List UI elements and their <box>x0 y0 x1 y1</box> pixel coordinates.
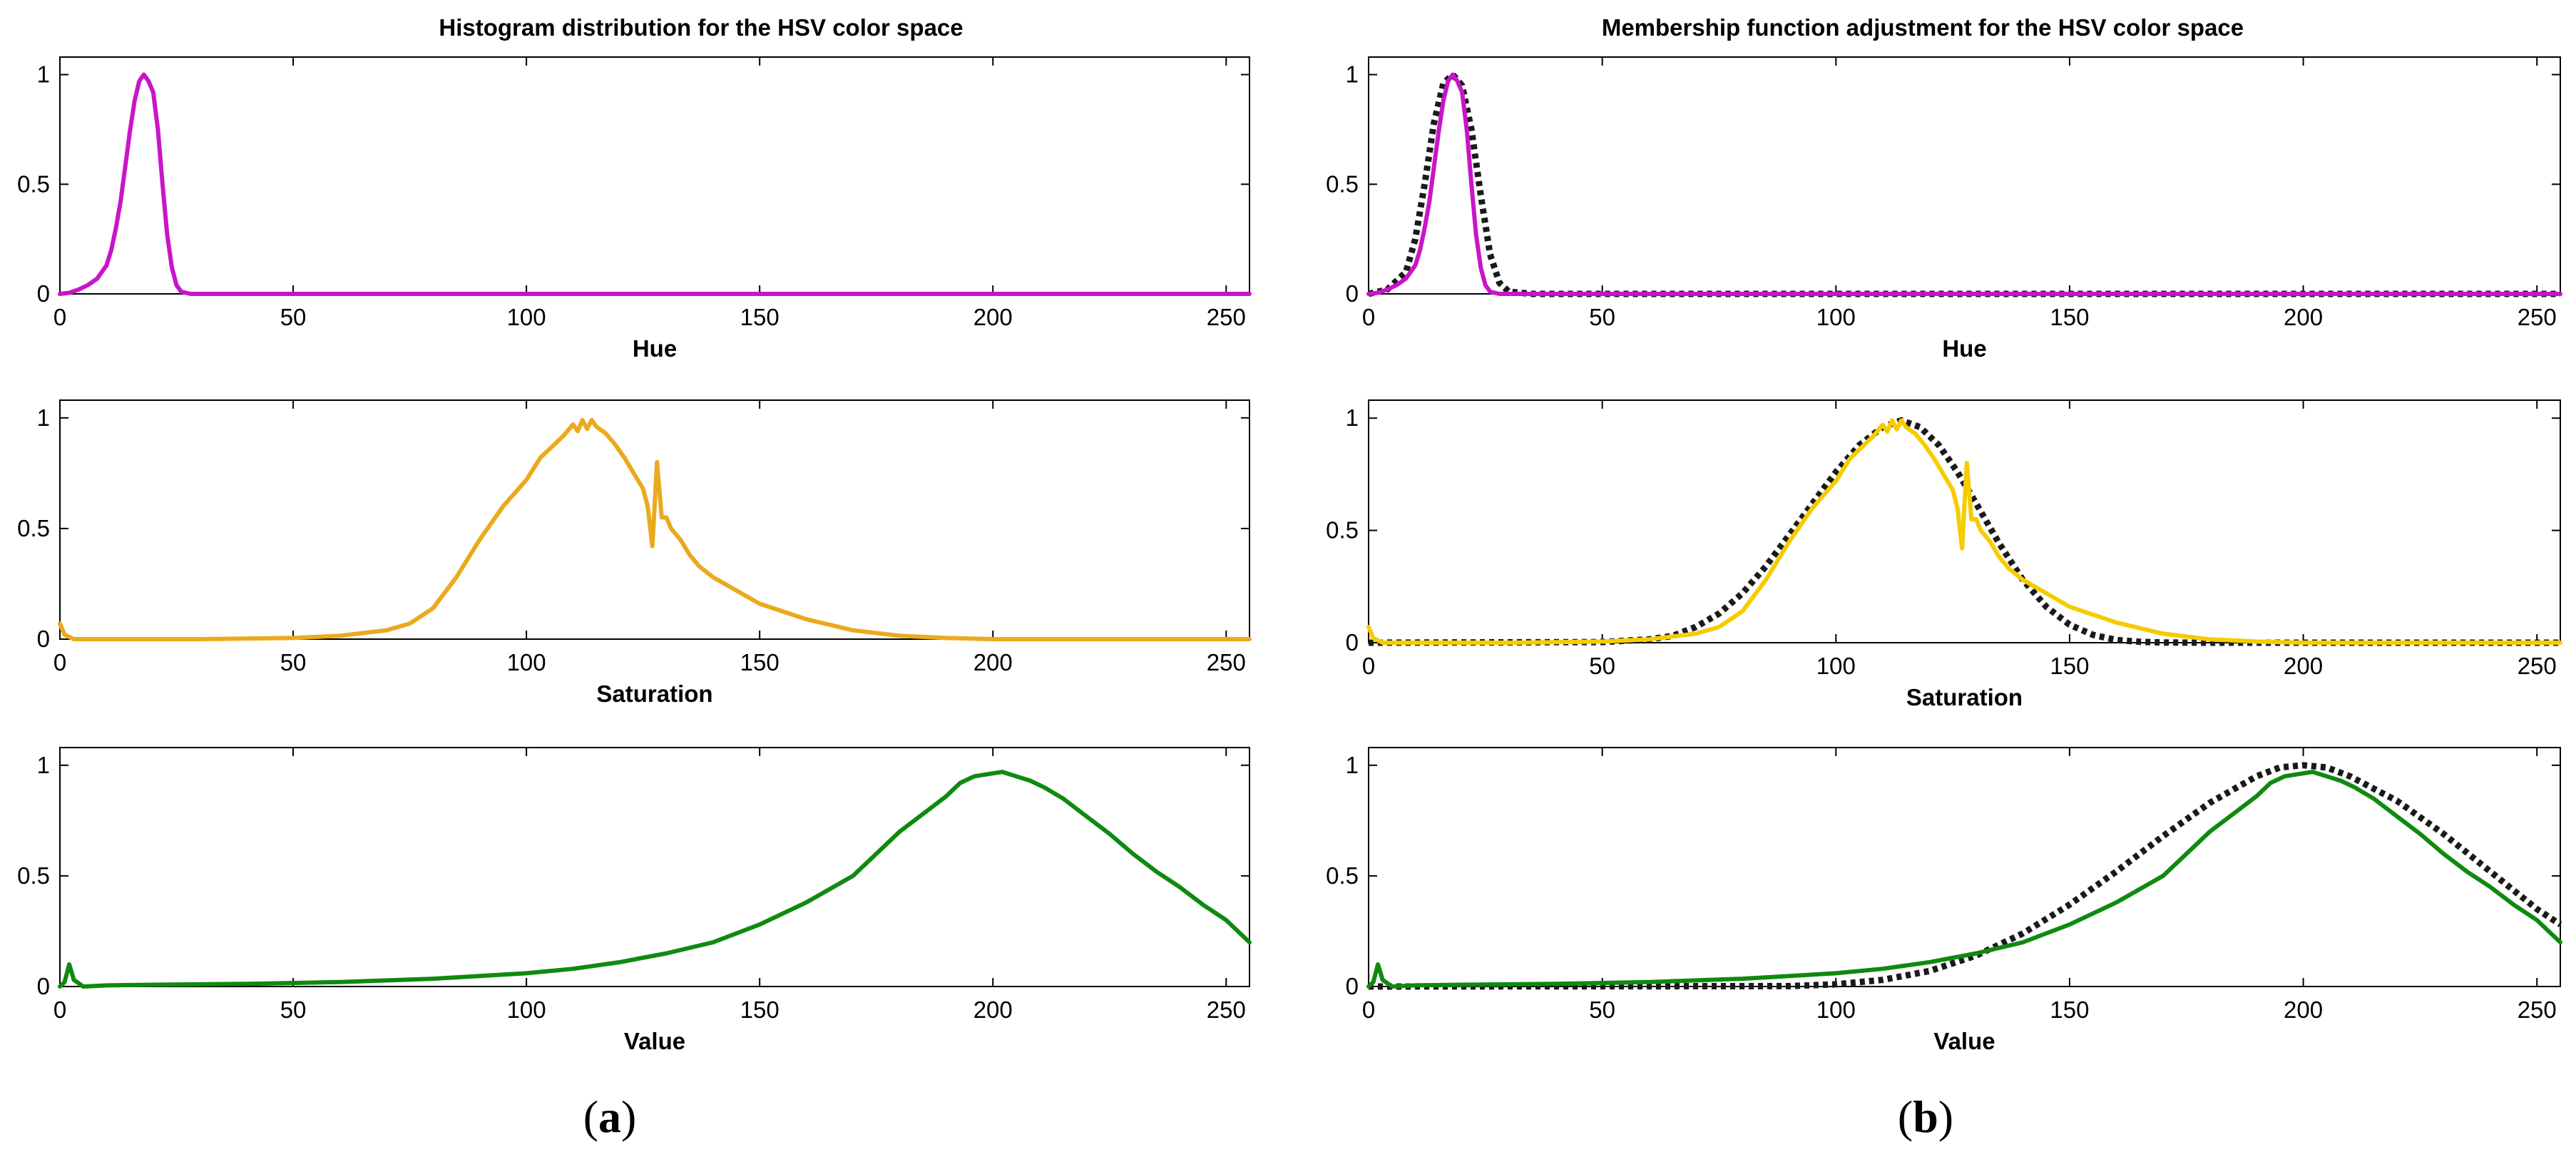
y-tick-label: 0 <box>1346 629 1359 656</box>
x-tick-label: 150 <box>740 996 780 1023</box>
x-tick-label: 200 <box>973 649 1013 676</box>
y-tick-label: 1 <box>1346 61 1359 88</box>
chart-a-saturation: 0 50 100 150 200 250 0 0.5 1 Saturation <box>17 399 1252 707</box>
series-line-value-histogram <box>58 770 1252 989</box>
series-line-membership-function <box>1368 417 2560 646</box>
x-tick-label: 200 <box>973 996 1013 1023</box>
x-tick-label: 50 <box>1589 304 1615 330</box>
x-tick-label: 150 <box>2050 304 2089 330</box>
series-line-hue-histogram <box>1366 72 2562 296</box>
x-tick-label: 0 <box>1362 996 1375 1023</box>
y-tick-label: 1 <box>37 61 50 88</box>
x-tick-label: 50 <box>280 304 307 330</box>
x-axis-label: Hue <box>1942 335 1986 362</box>
panel-a-label: (a) <box>583 1091 637 1142</box>
y-tick-label: 1 <box>1346 404 1359 431</box>
x-tick-label: 0 <box>1362 653 1375 679</box>
chart-a-value: 0 50 100 150 200 250 0 0.5 1 Value <box>17 747 1252 1054</box>
x-tick-label: 50 <box>280 649 307 676</box>
series-line-saturation-histogram <box>1366 418 2562 645</box>
series-line-value-histogram <box>1366 770 2562 989</box>
x-tick-label: 100 <box>1816 653 1856 679</box>
x-tick-label: 200 <box>2284 304 2323 330</box>
y-tick-label: 0.5 <box>1326 170 1359 197</box>
x-tick-label: 100 <box>507 996 546 1023</box>
chart-b-saturation: 0 50 100 150 200 250 0 0.5 1 Saturation <box>1326 399 2562 710</box>
y-tick-label: 0 <box>1346 973 1359 999</box>
y-tick-label: 1 <box>37 752 50 778</box>
x-axis-label: Value <box>624 1028 685 1054</box>
x-tick-label: 250 <box>2518 653 2557 679</box>
y-tick-label: 0 <box>37 626 50 652</box>
x-tick-label: 50 <box>1589 653 1615 679</box>
x-tick-label: 250 <box>1207 304 1246 330</box>
y-tick-label: 0 <box>1346 280 1359 307</box>
x-tick-label: 100 <box>1816 304 1856 330</box>
x-axis-label: Hue <box>633 335 677 362</box>
plot-area <box>1368 399 2561 643</box>
x-tick-label: 250 <box>2518 996 2557 1023</box>
y-tick-label: 0.5 <box>1326 862 1359 889</box>
x-tick-label: 250 <box>2518 304 2557 330</box>
x-tick-label: 0 <box>53 649 66 676</box>
plot-area <box>59 399 1250 640</box>
y-tick-label: 0.5 <box>1326 517 1359 544</box>
x-axis-label: Saturation <box>1906 684 2023 710</box>
y-tick-label: 1 <box>1346 752 1359 778</box>
chart-a-hue: 0 50 100 150 200 250 0 0.5 1 Hue <box>17 56 1252 362</box>
x-tick-label: 0 <box>1362 304 1375 330</box>
series-line-hue-histogram <box>58 72 1252 296</box>
panel-b-title: Membership function adjustment for the H… <box>1602 14 2244 41</box>
x-tick-label: 0 <box>53 304 66 330</box>
x-tick-label: 50 <box>280 996 307 1023</box>
x-tick-label: 150 <box>2050 996 2089 1023</box>
x-tick-label: 250 <box>1207 996 1246 1023</box>
panel-b-label: (b) <box>1898 1091 1953 1142</box>
series-line-saturation-histogram <box>58 417 1252 641</box>
x-tick-label: 200 <box>973 304 1013 330</box>
x-axis-label: Value <box>1933 1028 1995 1054</box>
x-tick-label: 200 <box>2284 996 2323 1023</box>
y-tick-label: 0.5 <box>17 170 50 197</box>
panel-a-title: Histogram distribution for the HSV color… <box>439 14 963 41</box>
plot-area <box>1368 56 2561 295</box>
plot-area <box>1368 747 2561 987</box>
x-tick-label: 100 <box>1816 996 1856 1023</box>
x-axis-label: Saturation <box>596 681 712 707</box>
plot-area <box>59 56 1250 295</box>
y-tick-label: 0 <box>37 280 50 307</box>
y-tick-label: 0.5 <box>17 515 50 541</box>
x-tick-label: 150 <box>740 649 780 676</box>
x-tick-label: 150 <box>2050 653 2089 679</box>
y-tick-label: 0 <box>37 973 50 999</box>
y-tick-label: 1 <box>37 404 50 431</box>
chart-b-hue: 0 50 100 150 200 250 0 0.5 1 Hue <box>1326 56 2562 362</box>
x-tick-label: 0 <box>53 996 66 1023</box>
x-tick-label: 50 <box>1589 996 1615 1023</box>
x-tick-label: 200 <box>2284 653 2323 679</box>
series-line-membership-function <box>1368 762 2562 990</box>
y-tick-label: 0.5 <box>17 862 50 889</box>
series-line-membership-function <box>1367 71 2560 297</box>
x-tick-label: 100 <box>507 304 546 330</box>
chart-b-value: 0 50 100 150 200 250 0 0.5 1 Value <box>1326 747 2562 1054</box>
x-tick-label: 150 <box>740 304 780 330</box>
x-tick-label: 250 <box>1207 649 1246 676</box>
x-tick-label: 100 <box>507 649 546 676</box>
plot-area <box>59 747 1250 987</box>
